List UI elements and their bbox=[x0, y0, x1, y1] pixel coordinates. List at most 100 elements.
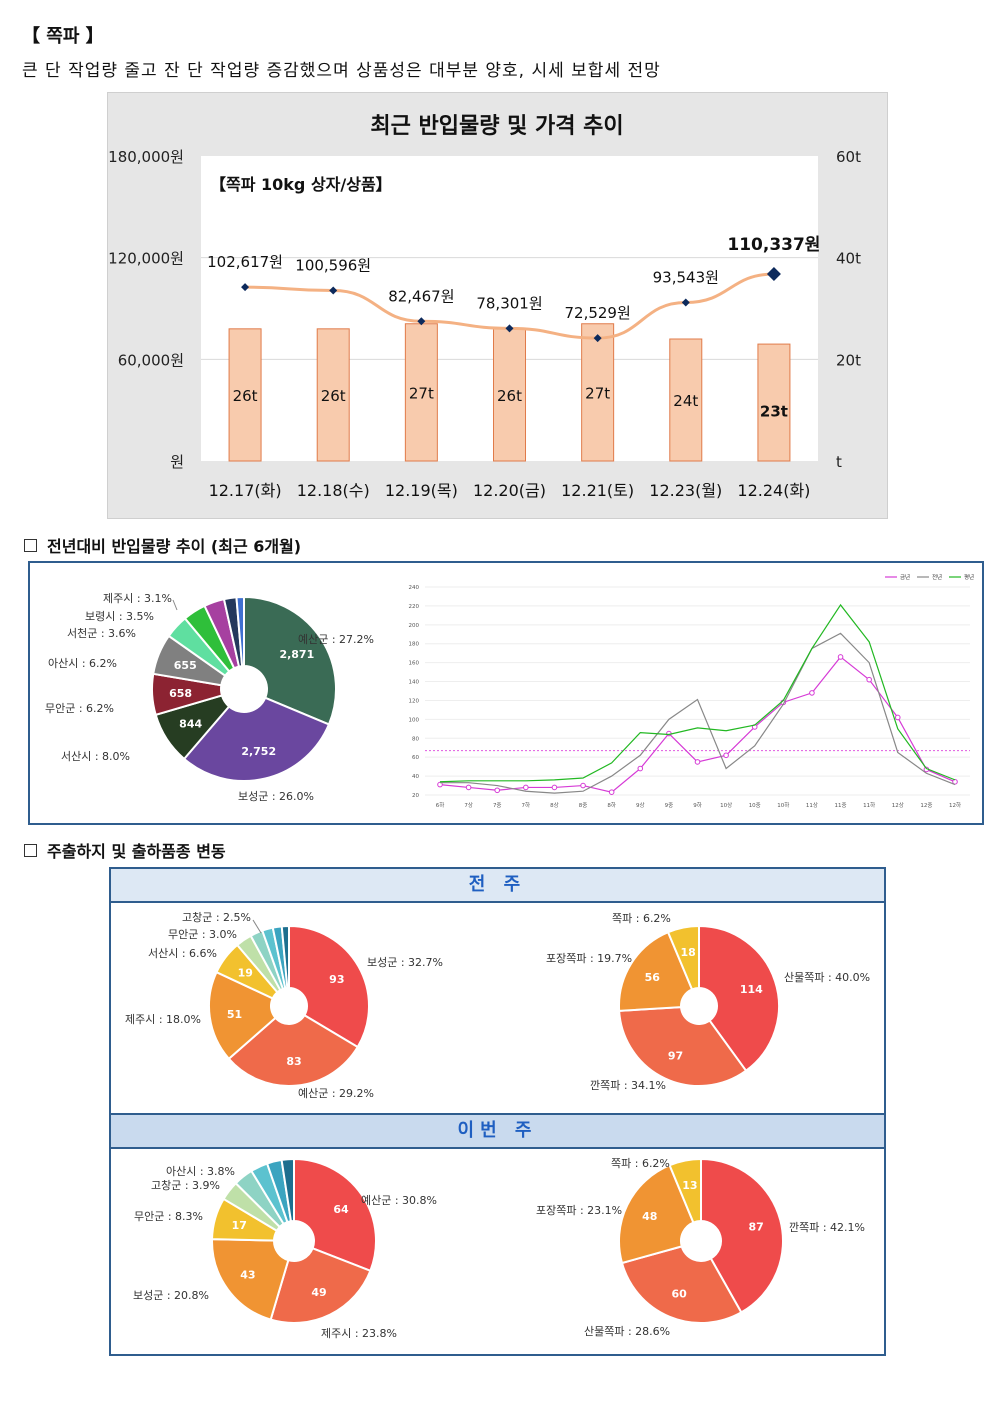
price-label: 102,617원 bbox=[207, 253, 283, 271]
price-marker bbox=[593, 334, 602, 343]
slice-category-label: 예산군 : 30.8% bbox=[361, 1194, 437, 1207]
slice-category-label: 보성군 : 26.0% bbox=[238, 790, 314, 803]
bar-value-label: 26t bbox=[233, 387, 258, 405]
y-tick-label: 60 bbox=[412, 755, 419, 761]
volume-bar bbox=[316, 328, 350, 462]
x-tick-label: 6하 bbox=[436, 801, 445, 809]
x-tick-label: 10중 bbox=[749, 802, 761, 809]
left-axis-tick: 120,000원 bbox=[108, 250, 184, 268]
price-marker bbox=[241, 283, 250, 292]
right-axis-tick: t bbox=[836, 453, 842, 471]
slice-category-label: 보성군 : 32.7% bbox=[367, 956, 443, 969]
pie-slice bbox=[182, 696, 331, 782]
slice-value-label: 60 bbox=[672, 1288, 688, 1301]
x-tick-label: 10하 bbox=[777, 801, 789, 809]
y-tick-label: 180 bbox=[409, 642, 420, 648]
slice-value-label: 51 bbox=[227, 1008, 242, 1021]
slice-category-label: 무안군 : 6.2% bbox=[45, 702, 114, 715]
slice-value-label: 2,871 bbox=[279, 648, 314, 661]
slice-category-label: 예산군 : 29.2% bbox=[298, 1087, 374, 1100]
slice-value-label: 43 bbox=[240, 1269, 255, 1282]
pie-slice bbox=[243, 595, 337, 726]
slice-value-label: 49 bbox=[311, 1286, 326, 1299]
volume-trend-line-chart: 20 40 60 80 100 120 140 160 180 200 220 240 6하 7상 7중 7하… bbox=[409, 573, 975, 809]
y-tick-label: 40 bbox=[412, 774, 419, 780]
slice-value-label: 19 bbox=[238, 967, 253, 980]
pie-slice bbox=[698, 924, 780, 1073]
series-point bbox=[608, 789, 615, 795]
left-axis-tick: 원 bbox=[170, 453, 184, 471]
slice-category-label: 서천군 : 3.6% bbox=[67, 626, 136, 640]
slice-category-label: 쪽파 : 6.2% bbox=[611, 1157, 670, 1170]
price-marker bbox=[766, 267, 781, 282]
series-point bbox=[694, 759, 701, 765]
x-tick-label: 8상 bbox=[550, 801, 559, 809]
category-label: 12.20(금) bbox=[473, 481, 546, 500]
price-marker bbox=[505, 324, 514, 333]
slice-value-label: 13 bbox=[682, 1179, 697, 1192]
slice-category-label: 산물쪽파 : 40.0% bbox=[784, 971, 870, 984]
series-point bbox=[580, 782, 586, 789]
y-tick-label: 120 bbox=[409, 698, 420, 704]
y-tick-label: 200 bbox=[409, 623, 420, 629]
slice-category-label: 고창군 : 3.9% bbox=[151, 1179, 220, 1192]
price-label: 78,301원 bbox=[476, 294, 542, 312]
slice-category-label: 포장쪽파 : 23.1% bbox=[536, 1204, 622, 1217]
series-point bbox=[494, 787, 501, 794]
this-week-header: 이번 주 bbox=[111, 1113, 884, 1149]
volume-bar bbox=[228, 328, 262, 462]
prev-week-variety-pie: 114 97 56 18 산물쪽파 : 40.0% 깐쪽파 : 34.1% 포장쪽파 : 1… bbox=[546, 912, 870, 1092]
bar-value-label: 26t bbox=[321, 387, 346, 405]
main-chart-subtitle: 【쪽파 10kg 상자/상품】 bbox=[210, 175, 392, 194]
x-tick-label: 11상 bbox=[806, 801, 818, 809]
slice-category-label: 산물쪽파 : 28.6% bbox=[584, 1325, 670, 1338]
slice-value-label: 2,752 bbox=[241, 745, 276, 758]
series-line bbox=[440, 632, 956, 794]
pie-slice bbox=[666, 924, 700, 991]
y-tick-label: 80 bbox=[412, 736, 419, 742]
pie-slice bbox=[668, 1157, 702, 1224]
checkbox-icon bbox=[24, 539, 37, 552]
pie-slice bbox=[293, 1157, 377, 1273]
price-label: 82,467원 bbox=[388, 287, 454, 305]
slice-value-label: 48 bbox=[642, 1210, 657, 1223]
section2-panel: 전 주 93 83 51 19 보성군 : 32.7% 예산군 : 29.2% 제주시 : … bbox=[109, 867, 886, 1356]
left-axis-tick: 60,000원 bbox=[118, 351, 184, 369]
x-tick-label: 12중 bbox=[920, 802, 932, 809]
slice-category-label: 무안군 : 3.0% bbox=[168, 928, 237, 941]
slice-category-label: 고창군 : 2.5% bbox=[182, 911, 251, 924]
volume-bar bbox=[581, 323, 615, 462]
section1-title: 전년대비 반입물량 추이 (최근 6개월) bbox=[24, 533, 301, 557]
pie-slice bbox=[280, 924, 290, 990]
series-point bbox=[465, 784, 472, 791]
legend-label: 평년 bbox=[964, 573, 974, 581]
slice-value-label: 658 bbox=[169, 687, 192, 700]
slice-value-label: 64 bbox=[333, 1203, 349, 1216]
category-label: 12.17(화) bbox=[209, 481, 282, 500]
slice-category-label: 제주시 : 3.1% bbox=[103, 592, 172, 605]
x-tick-label: 9상 bbox=[636, 801, 645, 809]
pie-slice bbox=[618, 1163, 695, 1265]
series-line bbox=[439, 656, 956, 793]
price-label: 110,337원 bbox=[727, 235, 820, 255]
category-label: 12.23(월) bbox=[649, 481, 722, 500]
pie-slice bbox=[618, 930, 694, 1012]
page-description: 큰 단 작업량 줄고 잔 단 작업량 증감했으며 상품성은 대부분 양호, 시세… bbox=[22, 61, 661, 81]
page-title: 【 쪽파 】 bbox=[22, 26, 104, 47]
pie-slice bbox=[280, 1157, 295, 1223]
bar-value-label: 26t bbox=[497, 387, 522, 405]
slice-value-label: 844 bbox=[179, 717, 202, 730]
category-label: 12.18(수) bbox=[297, 481, 370, 500]
pie-slice bbox=[288, 924, 370, 1049]
x-tick-label: 12상 bbox=[892, 801, 904, 809]
x-tick-label: 7상 bbox=[464, 801, 473, 809]
slice-value-label: 17 bbox=[232, 1219, 247, 1232]
pie-slice bbox=[269, 1246, 372, 1324]
slice-category-label: 서산시 : 8.0% bbox=[61, 750, 130, 763]
slice-category-label: 포장쪽파 : 19.7% bbox=[546, 952, 632, 965]
y-tick-label: 20 bbox=[412, 793, 419, 799]
slice-value-label: 655 bbox=[174, 659, 197, 672]
series-point bbox=[637, 765, 644, 772]
y-tick-label: 160 bbox=[409, 661, 420, 667]
price-marker bbox=[329, 286, 338, 295]
